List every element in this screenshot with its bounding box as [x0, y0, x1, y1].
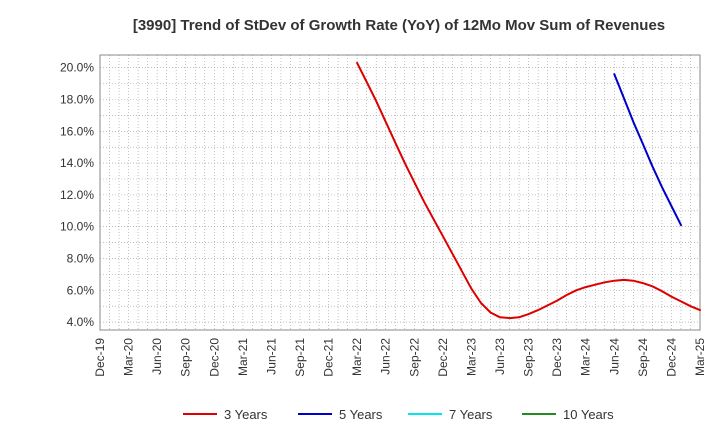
plot-area — [99, 54, 701, 331]
x-tick-label: Sep-20 — [179, 338, 193, 377]
y-tick-label: 12.0% — [60, 188, 94, 202]
x-tick-label: Mar-23 — [464, 338, 478, 376]
y-tick-label: 4.0% — [67, 315, 95, 329]
y-axis: 4.0% 6.0% 8.0% 10.0% 12.0% 14.0% 16.0% 18.0% 20.… — [60, 61, 94, 329]
x-tick-label: Sep-24 — [636, 338, 650, 377]
x-tick-label: Jun-22 — [379, 338, 393, 375]
x-tick-label: Mar-20 — [122, 338, 136, 376]
y-tick-label: 18.0% — [60, 93, 94, 107]
y-tick-label: 20.0% — [60, 61, 94, 75]
y-tick-label: 8.0% — [67, 251, 95, 265]
x-tick-label: Mar-25 — [693, 338, 707, 376]
chart-title: [3990] Trend of StDev of Growth Rate (Yo… — [133, 17, 665, 34]
x-tick-label: Dec-21 — [322, 338, 336, 377]
x-tick-label: Jun-23 — [493, 338, 507, 375]
x-tick-label: Dec-23 — [550, 338, 564, 377]
x-tick-label: Dec-19 — [93, 338, 107, 377]
series-line-5-years — [613, 73, 682, 227]
x-tick-label: Mar-21 — [236, 338, 250, 376]
x-tick-label: Dec-24 — [664, 338, 678, 377]
x-tick-label: Dec-20 — [207, 338, 221, 377]
legend-label: 5 Years — [339, 407, 383, 422]
x-tick-label: Jun-21 — [264, 338, 278, 375]
x-tick-label: Jun-20 — [150, 338, 164, 375]
legend-label: 10 Years — [563, 407, 614, 422]
x-tick-label: Jun-24 — [607, 338, 621, 375]
x-tick-label: Sep-21 — [293, 338, 307, 377]
y-tick-label: 6.0% — [67, 283, 95, 297]
y-tick-label: 14.0% — [60, 156, 94, 170]
y-tick-label: 16.0% — [60, 124, 94, 138]
y-tick-label: 10.0% — [60, 220, 94, 234]
x-tick-label: Dec-22 — [436, 338, 450, 377]
x-tick-label: Mar-22 — [350, 338, 364, 376]
x-tick-label: Sep-22 — [407, 338, 421, 377]
series-lines — [356, 61, 701, 320]
x-tick-label: Mar-24 — [579, 338, 593, 376]
series-line-3-years — [356, 61, 701, 320]
x-axis: Dec-19 Mar-20 Jun-20 Sep-20 Dec-20 Mar-21 Jun-… — [93, 338, 707, 377]
legend-label: 7 Years — [449, 407, 493, 422]
grid — [100, 55, 700, 330]
legend: 3 Years 5 Years 7 Years 10 Years — [183, 407, 614, 422]
legend-label: 3 Years — [224, 407, 268, 422]
x-tick-label: Sep-23 — [522, 338, 536, 377]
